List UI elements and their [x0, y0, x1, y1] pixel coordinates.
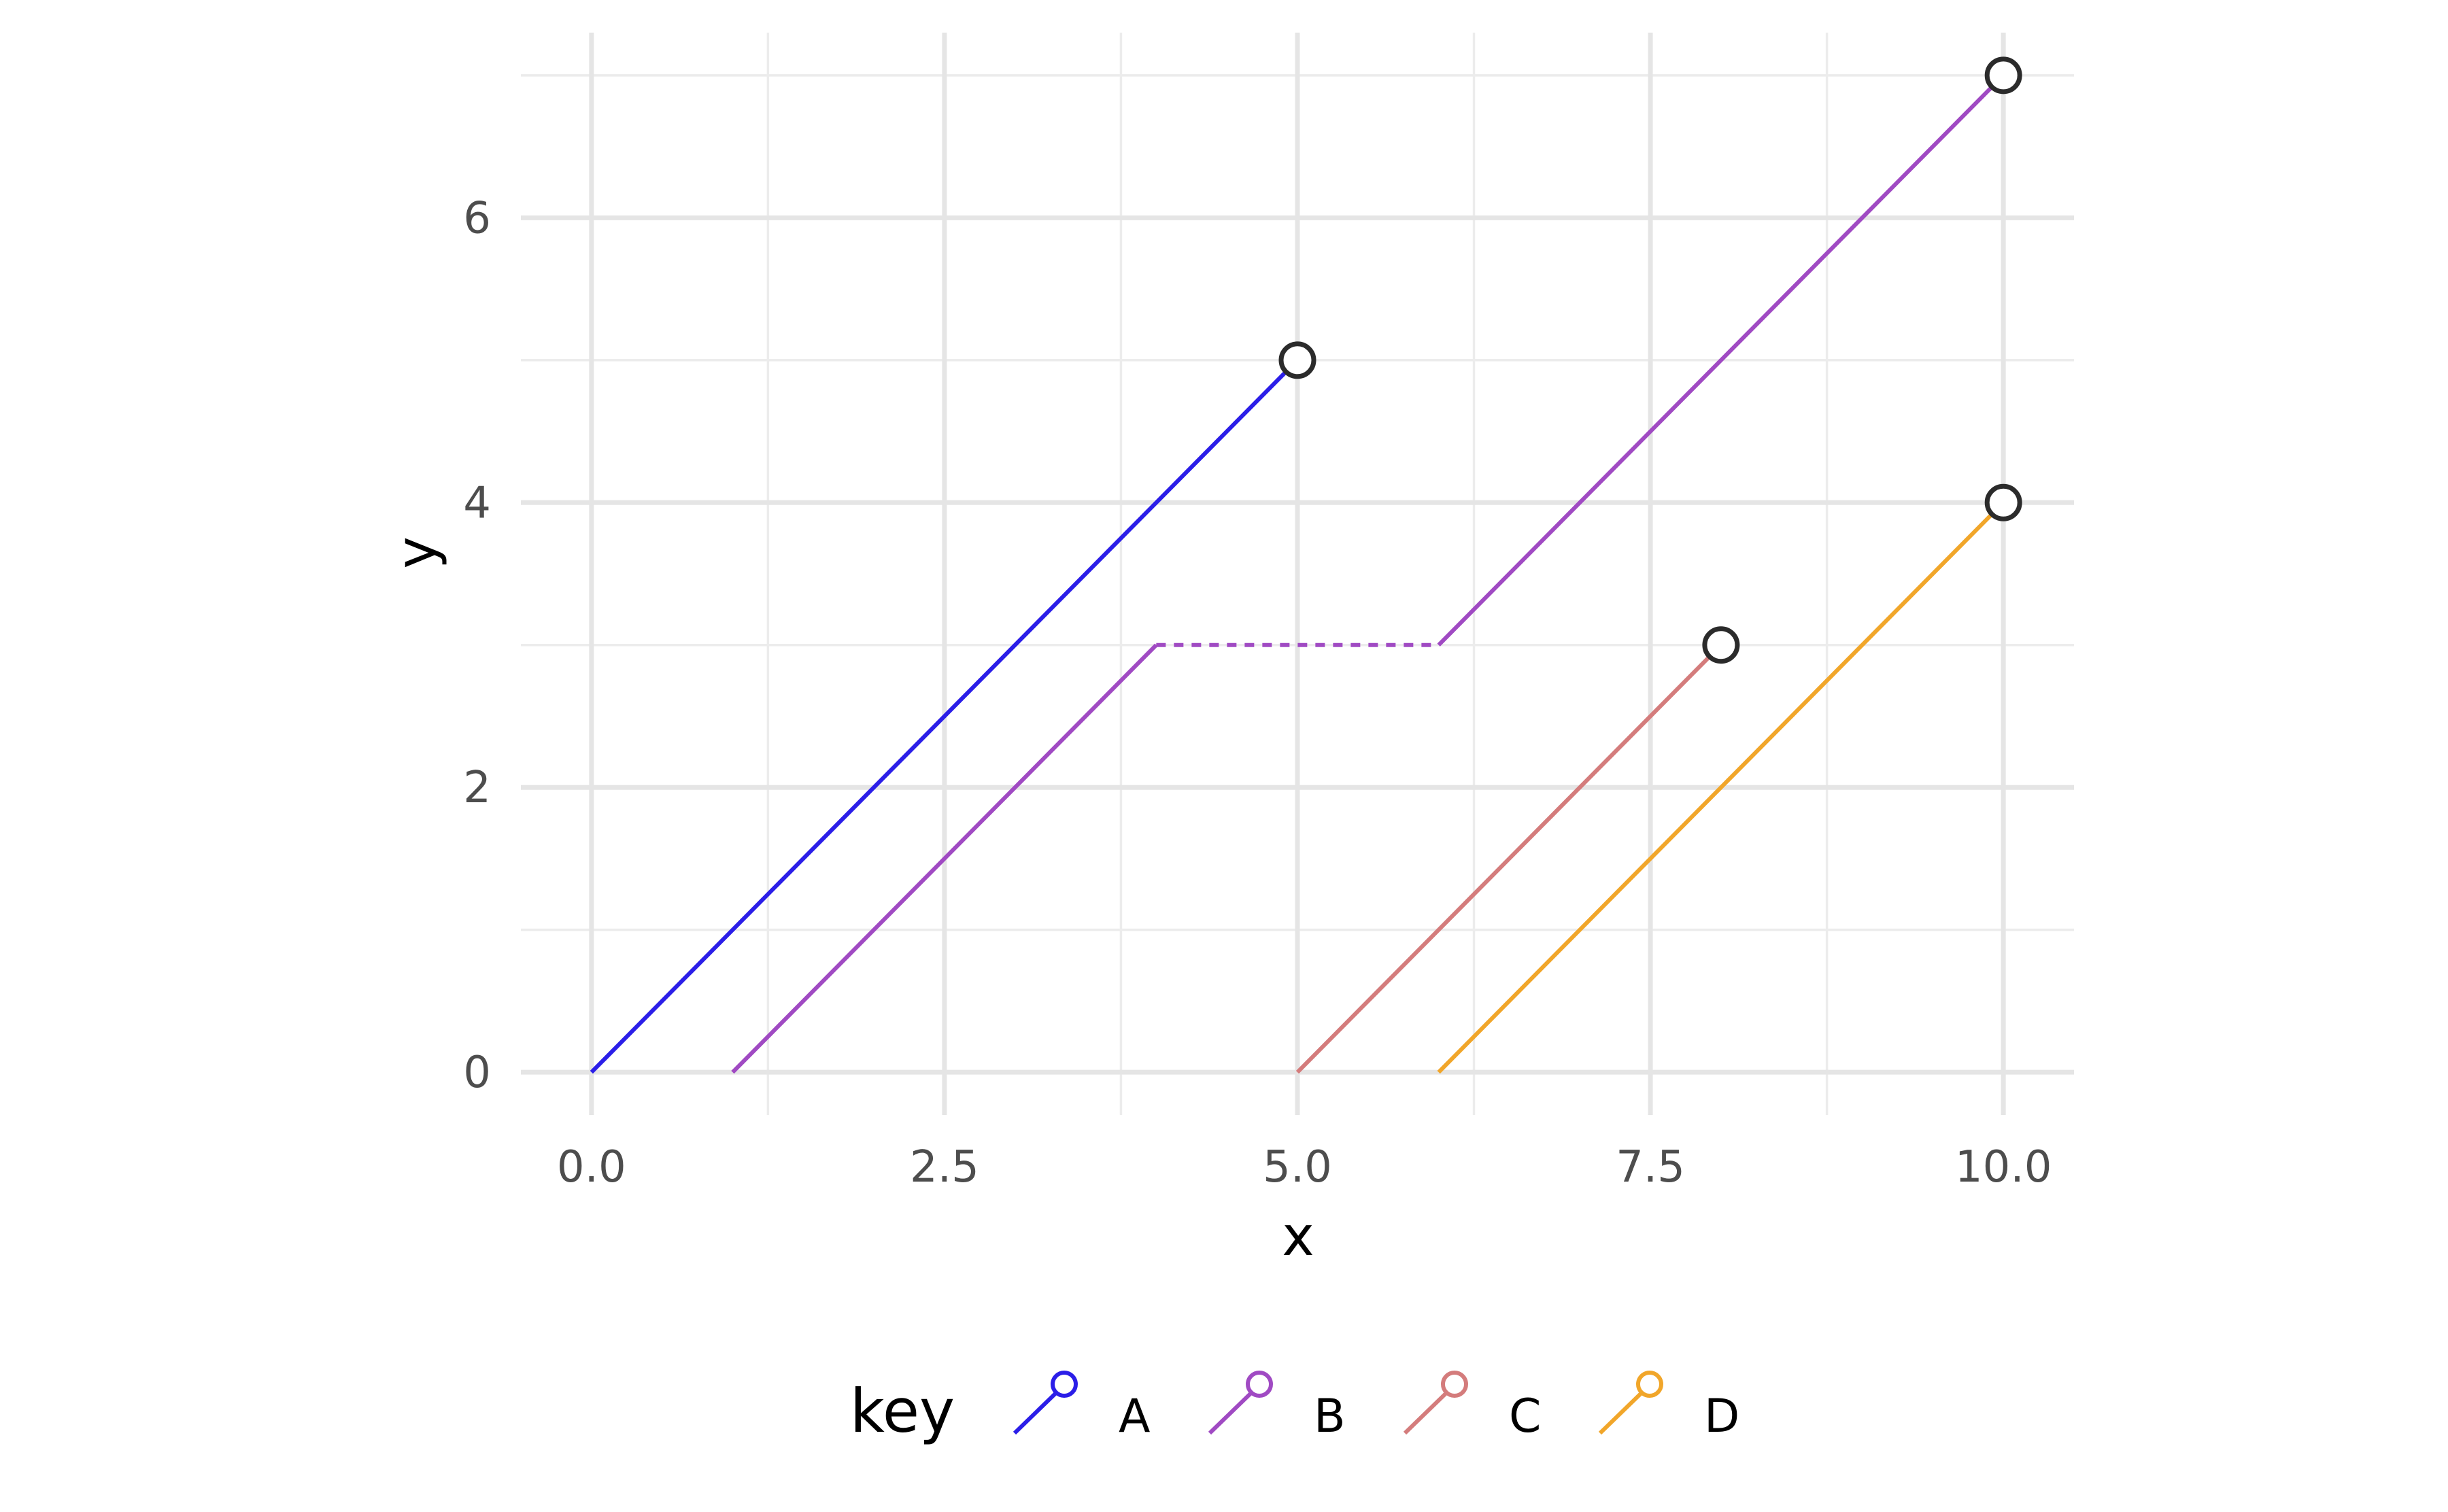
tick-labels: 0.0 2.5 5.0 7.5 10.0 0 2 4 6 [463, 193, 2052, 1192]
x-axis-title: x [1282, 1205, 1314, 1268]
series-a-endpoint [1278, 341, 1316, 379]
x-tick-label: 2.5 [910, 1142, 979, 1192]
y-tick-label: 0 [463, 1048, 491, 1098]
x-tick-label: 7.5 [1616, 1142, 1685, 1192]
legend-entry-d: D [1598, 1371, 1739, 1443]
legend-key-line [1013, 1388, 1061, 1435]
y-tick-label: 2 [463, 763, 491, 813]
legend-label: D [1704, 1390, 1739, 1443]
legend-entry-a: A [1013, 1371, 1151, 1443]
y-tick-label: 4 [463, 478, 491, 528]
legend-entry-b: B [1208, 1371, 1346, 1443]
legend-key-line [1403, 1388, 1452, 1435]
y-tick-label: 6 [463, 193, 491, 243]
series-b-line [1437, 73, 2005, 647]
legend-key-marker [1246, 1371, 1273, 1398]
legend-key-line [1598, 1388, 1647, 1435]
series-b-endpoint [1984, 56, 2022, 94]
x-tick-label: 0.0 [557, 1142, 626, 1192]
series-c-endpoint [1702, 626, 1740, 664]
legend-entries: A B C D [1013, 1371, 1739, 1443]
legend-label: C [1509, 1390, 1541, 1443]
legend-entry-c: C [1403, 1371, 1541, 1443]
legend: key A B C D [850, 1371, 1739, 1446]
legend-label: A [1119, 1390, 1151, 1443]
legend-key-marker [1636, 1371, 1663, 1398]
grid [521, 33, 2074, 1115]
series-d-line [1437, 501, 2005, 1074]
legend-label: B [1314, 1390, 1346, 1443]
x-tick-label: 5.0 [1263, 1142, 1332, 1192]
series-d-endpoint [1984, 483, 2022, 521]
endpoints-layer [1278, 56, 2022, 664]
legend-key-line [1208, 1388, 1257, 1435]
legend-key-marker [1441, 1371, 1468, 1398]
series-a-line [590, 358, 1299, 1074]
y-axis-title: y [385, 536, 448, 568]
series-layer [590, 73, 2005, 1074]
legend-title: key [850, 1376, 955, 1446]
legend-key-marker [1051, 1371, 1078, 1398]
series-b-line [731, 643, 1158, 1074]
series-c-line [1295, 643, 1723, 1074]
x-tick-label: 10.0 [1955, 1142, 2052, 1192]
